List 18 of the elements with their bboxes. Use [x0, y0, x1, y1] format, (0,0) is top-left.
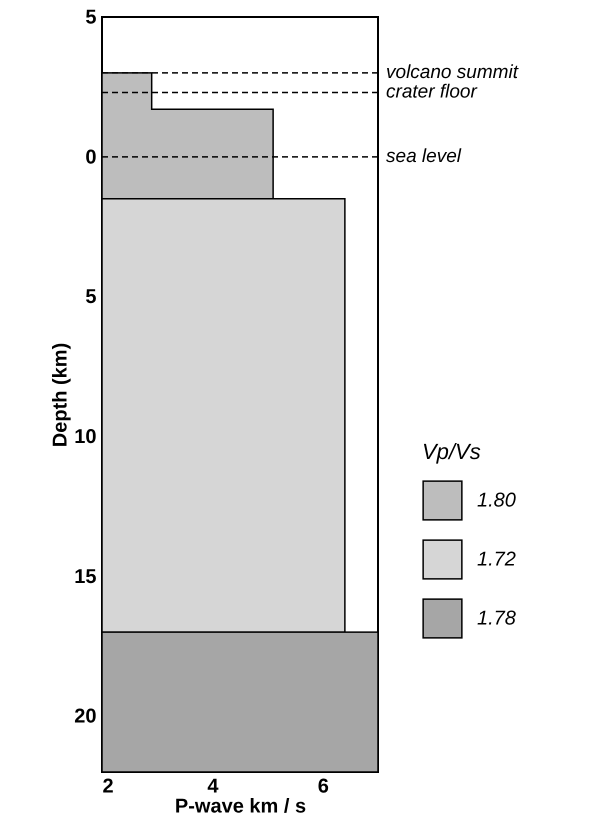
legend-label: 1.80	[477, 490, 516, 512]
y-tick-label: 20	[74, 706, 96, 728]
legend-label: 1.78	[477, 608, 516, 630]
x-tick-label: 6	[318, 776, 329, 798]
ref-line-label: volcano summit	[386, 62, 519, 83]
x-tick-label: 4	[207, 776, 220, 798]
legend-label: 1.72	[477, 548, 516, 570]
ref-line-label: crater floor	[386, 82, 478, 102]
x-tick-label: 2	[102, 776, 114, 798]
legend-title: Vp/Vs	[422, 439, 481, 464]
y-tick-label: 15	[74, 566, 96, 588]
y-tick-label: 0	[85, 146, 96, 168]
x-axis-title: P-wave km / s	[174, 796, 306, 818]
y-axis-title: Depth (km)	[49, 342, 72, 448]
y-tick-label: 5	[85, 286, 96, 308]
ref-line-label: sea level	[386, 146, 462, 167]
y-tick-label: 5	[85, 6, 96, 28]
y-tick-label: 10	[74, 426, 96, 448]
